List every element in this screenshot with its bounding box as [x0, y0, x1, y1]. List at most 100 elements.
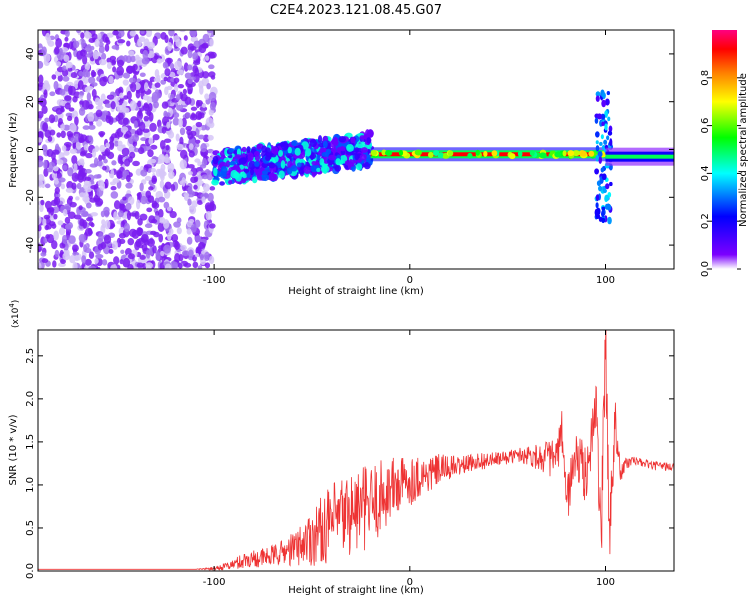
heatmap-cell [103, 234, 112, 244]
heatmap-cell [110, 185, 117, 191]
heatmap-cell [140, 30, 145, 35]
heatmap-cell [194, 235, 202, 242]
heatmap-cell [220, 165, 228, 175]
heatmap-cell [129, 151, 136, 159]
heatmap-cell [86, 217, 94, 222]
heatmap-cell [127, 238, 135, 246]
heatmap-cell [82, 55, 88, 65]
heatmap-cell [78, 133, 84, 143]
y-tick-label: 0.0 [25, 563, 36, 579]
y-tick-label: 20 [25, 95, 36, 108]
heatmap-cell [145, 30, 153, 38]
heatmap-cell [147, 238, 155, 247]
heatmap-cell [211, 179, 219, 186]
heatmap-cell [53, 213, 58, 220]
heatmap-cell [177, 83, 185, 89]
heatmap-cell [38, 174, 45, 182]
heatmap-cell [88, 104, 94, 110]
heatmap-cell [233, 171, 240, 179]
heatmap-cell [82, 125, 90, 130]
heatmap-cell [186, 236, 193, 245]
heatmap-cell [101, 219, 106, 226]
heatmap-cell [475, 149, 480, 156]
heatmap-cell [127, 253, 135, 260]
heatmap-cell [164, 112, 171, 117]
heatmap-cell [56, 132, 62, 138]
heatmap-cell [79, 151, 87, 157]
heatmap-cell [44, 117, 50, 123]
heatmap-cell [94, 145, 100, 153]
heatmap-cell [128, 50, 135, 57]
heatmap-cell [71, 182, 77, 190]
heatmap-cell [67, 211, 76, 219]
heatmap-cell [86, 85, 94, 91]
heatmap-cell [607, 130, 613, 136]
heatmap-cell [107, 151, 115, 160]
heatmap-cell [152, 245, 157, 254]
heatmap-cell [595, 140, 599, 145]
heatmap-cell [40, 199, 45, 206]
heatmap-cell [179, 159, 188, 170]
heatmap-cell [398, 149, 404, 156]
heatmap-cell [89, 197, 97, 203]
heatmap-cell [112, 30, 119, 36]
heatmap-cell [60, 130, 66, 139]
heatmap-cell [38, 262, 42, 269]
heatmap-cell [134, 211, 140, 220]
heatmap-cell [291, 140, 298, 147]
heatmap-cell [189, 30, 198, 37]
heatmap-cell [163, 219, 170, 229]
heatmap-cell [208, 71, 216, 78]
heatmap-cell [51, 223, 57, 229]
heatmap-cell [158, 153, 166, 164]
heatmap-cell [111, 160, 117, 166]
heatmap-cell [117, 140, 123, 147]
heatmap-cell [56, 159, 64, 165]
heatmap-cell [53, 177, 60, 185]
heatmap-cell [60, 122, 65, 131]
heatmap-cell [43, 159, 48, 170]
heatmap-cell [183, 192, 190, 197]
heatmap-cell [360, 147, 368, 154]
heatmap-cell [602, 92, 606, 99]
y-tick-label: 2.0 [25, 391, 36, 407]
heatmap-cell [69, 201, 77, 208]
heatmap-cell [188, 249, 194, 259]
heatmap-cell [82, 195, 90, 203]
heatmap-cell [53, 165, 59, 172]
heatmap-cell [596, 113, 602, 120]
heatmap-cell [234, 154, 242, 159]
heatmap-cell [41, 258, 49, 264]
heatmap-cell [117, 59, 125, 67]
heatmap-cell [183, 62, 189, 72]
y-tick-label: 1.5 [25, 434, 36, 450]
heatmap-cell [252, 176, 258, 184]
heatmap-cell [40, 251, 47, 257]
heatmap-cell [138, 244, 144, 249]
heatmap-cell [44, 200, 52, 210]
heatmap-cell [83, 77, 89, 84]
heatmap-cell [38, 243, 42, 252]
heatmap-cell [163, 76, 168, 82]
y-tick-label: 2.5 [25, 348, 36, 364]
heatmap-cell [103, 158, 108, 164]
heatmap-cell [595, 91, 601, 97]
heatmap-cell [69, 254, 76, 264]
heatmap-cell [69, 148, 77, 154]
heatmap-cell [196, 180, 204, 186]
heatmap-cell [236, 148, 242, 157]
heatmap-cell [285, 153, 294, 158]
heatmap-cell [208, 64, 215, 70]
heatmap-cell [151, 91, 160, 102]
heatmap-cell [247, 152, 254, 162]
heatmap-cell [55, 61, 62, 67]
heatmap-cell [147, 195, 155, 203]
heatmap-cell [74, 116, 79, 126]
heatmap-cell [562, 150, 567, 157]
heatmap-cell [355, 163, 363, 171]
heatmap-cell [63, 203, 72, 211]
heatmap-cell [59, 242, 66, 249]
heatmap-cell [54, 46, 60, 55]
heatmap-cell [572, 150, 580, 157]
heatmap-cell [63, 54, 70, 62]
